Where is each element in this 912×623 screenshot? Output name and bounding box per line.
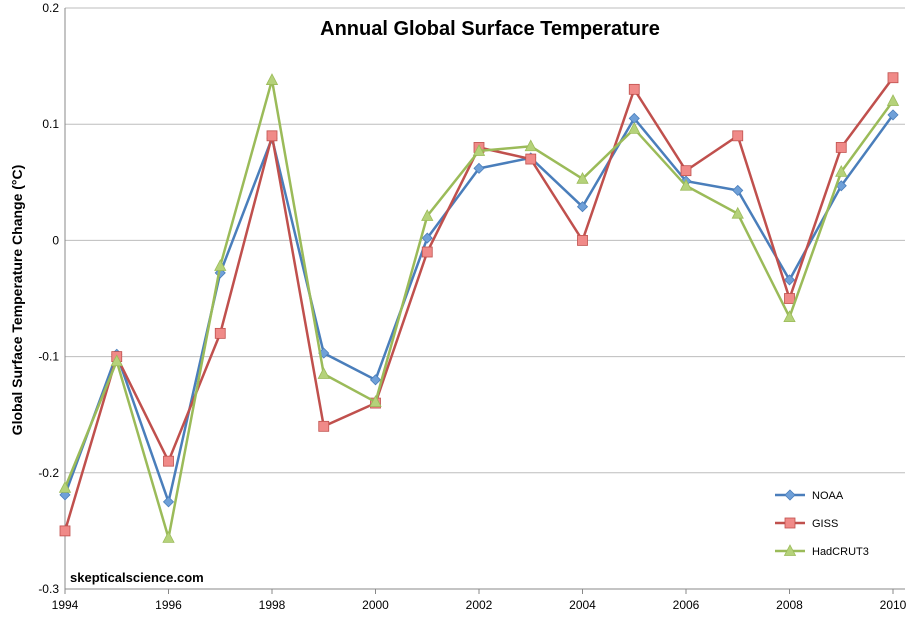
data-point-giss	[214, 327, 226, 339]
legend-marker	[783, 544, 797, 556]
x-tick-label: 1998	[259, 598, 286, 612]
x-tick-label: 2004	[569, 598, 596, 612]
credit-annotation: skepticalscience.com	[70, 570, 204, 585]
x-tick-label: 2000	[362, 598, 389, 612]
data-point-giss	[784, 293, 795, 304]
data-point-hadcrut3	[731, 206, 744, 219]
legend-label: HadCRUT3	[812, 546, 869, 558]
y-tick-label: -0.2	[38, 466, 59, 480]
data-point-giss	[59, 525, 71, 537]
data-point-noaa	[162, 496, 175, 508]
data-point-hadcrut3	[886, 94, 900, 106]
data-point-giss	[266, 130, 278, 142]
data-point-giss	[421, 246, 433, 258]
data-point-giss	[835, 142, 847, 153]
data-point-hadcrut3	[58, 481, 72, 493]
data-point-hadcrut3	[214, 259, 227, 271]
x-tick-label: 1996	[155, 598, 182, 612]
series-hadcrut3	[58, 73, 900, 543]
data-point-hadcrut3	[317, 367, 330, 379]
y-tick-label: -0.1	[38, 350, 59, 364]
legend-marker	[784, 489, 796, 501]
y-tick-label: 0	[52, 233, 59, 247]
y-axis-label: Global Surface Temperature Change (°C)	[9, 165, 25, 436]
data-point-noaa	[576, 201, 589, 213]
data-point-hadcrut3	[783, 310, 796, 322]
data-point-noaa	[732, 184, 744, 196]
data-point-giss	[525, 153, 537, 165]
data-point-hadcrut3	[524, 139, 537, 152]
data-point-hadcrut3	[472, 144, 486, 156]
y-tick-label: 0.2	[42, 1, 59, 15]
data-point-giss	[732, 130, 744, 142]
data-point-giss	[680, 165, 692, 177]
legend-marker	[784, 517, 796, 529]
legend-item-noaa: NOAA	[775, 489, 844, 502]
series-giss	[59, 72, 899, 537]
data-point-noaa	[369, 374, 382, 386]
data-point-giss	[628, 83, 640, 95]
data-point-hadcrut3	[369, 395, 382, 407]
data-point-hadcrut3	[265, 73, 279, 85]
data-point-noaa	[783, 274, 796, 286]
x-tick-label: 2006	[673, 598, 700, 612]
legend-item-giss: GISS	[775, 517, 838, 530]
legend-label: NOAA	[812, 490, 844, 502]
data-point-giss	[318, 420, 330, 432]
data-point-hadcrut3	[421, 209, 434, 221]
x-tick-label: 1994	[52, 598, 79, 612]
y-tick-label: 0.1	[42, 117, 59, 131]
x-tick-label: 2002	[466, 598, 493, 612]
data-point-noaa	[421, 232, 433, 244]
data-point-giss	[577, 234, 588, 246]
data-point-hadcrut3	[162, 531, 175, 543]
chart-title: Annual Global Surface Temperature	[320, 18, 660, 40]
legend-label: GISS	[812, 518, 838, 530]
y-tick-label: -0.3	[38, 582, 59, 596]
data-point-hadcrut3	[628, 121, 641, 134]
data-point-giss	[887, 72, 899, 84]
data-point-hadcrut3	[110, 354, 123, 367]
data-point-hadcrut3	[576, 171, 589, 184]
legend-item-hadcrut3: HadCRUT3	[775, 544, 869, 558]
data-point-noaa	[473, 162, 485, 174]
data-point-noaa	[887, 109, 899, 121]
x-tick-label: 2008	[776, 598, 803, 612]
data-point-hadcrut3	[835, 164, 848, 177]
data-point-hadcrut3	[679, 178, 693, 191]
data-point-giss	[163, 455, 174, 467]
x-tick-label: 2010	[880, 598, 907, 612]
